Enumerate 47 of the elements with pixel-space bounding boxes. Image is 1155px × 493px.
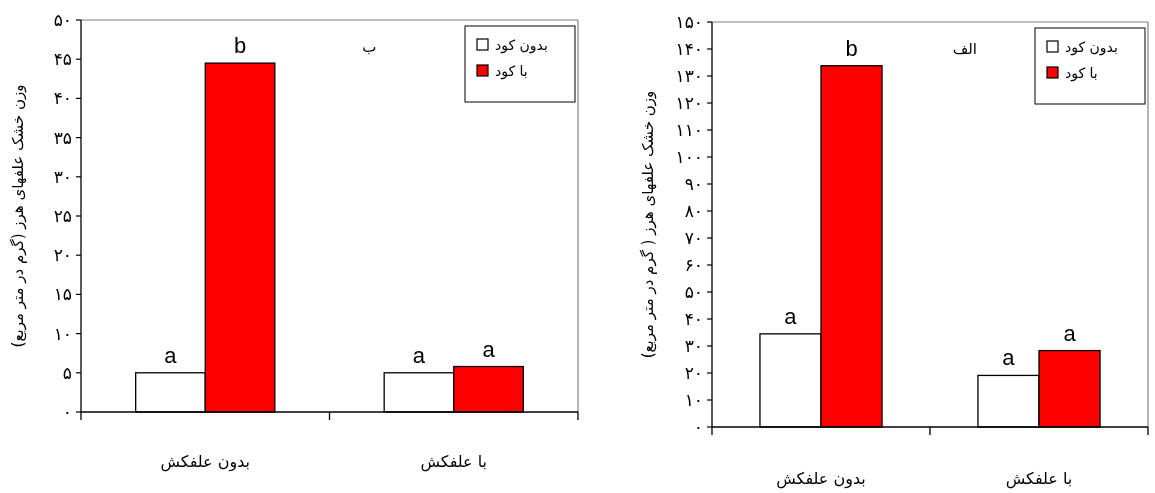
- data-label: a: [164, 342, 178, 368]
- y-tick-label: ۱۳۰: [675, 66, 703, 86]
- data-label: a: [1063, 320, 1077, 346]
- y-tick-label: ۲۰: [53, 245, 72, 266]
- y-tick-label: ۳۵: [53, 127, 72, 148]
- y-tick-label: ۰: [62, 402, 72, 422]
- y-tick-label: ۱۲۰: [675, 93, 703, 113]
- y-tick-label: ۲۰: [684, 363, 703, 383]
- y-tick-label: ۵: [62, 362, 72, 383]
- y-tick-label: ۴۰: [53, 88, 72, 109]
- y-tick-label: ۳۰: [684, 336, 703, 356]
- y-tick-label: ۴۰: [684, 309, 703, 329]
- y-tick-label: ۳۰: [53, 166, 72, 187]
- legend-label: بدون کود: [495, 37, 548, 54]
- y-axis-title: وزن خشک علفهای هرز ( گرم در متر مربع): [638, 90, 657, 359]
- y-tick-label: ۱۵۰: [675, 12, 703, 32]
- x-tick-label: با علفکش: [420, 452, 488, 472]
- y-tick-label: ۱۴۰: [675, 39, 703, 59]
- legend-label: با کود: [1065, 65, 1098, 82]
- y-tick-label: ۱۰۰: [675, 147, 703, 167]
- x-tick-label: بدون علفکش: [776, 469, 866, 489]
- data-label: a: [482, 336, 496, 362]
- y-tick-label: ۹۰: [684, 174, 703, 194]
- data-label: a: [1002, 345, 1016, 371]
- x-tick-label: با علفکش: [1005, 469, 1073, 489]
- y-tick-label: ۵۰: [53, 10, 72, 30]
- y-tick-label: ۴۵: [53, 49, 72, 70]
- legend-label: بدون کود: [1065, 39, 1118, 56]
- y-tick-label: ۵۰: [684, 282, 703, 302]
- x-tick-label: بدون علفکش: [160, 452, 251, 472]
- y-tick-label: ۷۰: [684, 228, 703, 248]
- y-tick-label: ۲۵: [53, 206, 72, 226]
- y-tick-label: ۱۵: [53, 284, 72, 305]
- y-tick-label: ۶۰: [684, 255, 703, 275]
- text: ب: [362, 38, 377, 56]
- y-tick-label: ۸۰: [684, 201, 703, 221]
- text: الف: [952, 40, 978, 58]
- y-axis-title: وزن خشک علفهای هرز (گرم در متر مربع): [8, 84, 27, 348]
- y-tick-label: ۱۰: [684, 390, 703, 410]
- y-tick-label: ۱۱۰: [675, 120, 703, 140]
- data-label: a: [412, 342, 426, 368]
- y-tick-label: ۱۰: [53, 323, 72, 344]
- data-label: b: [845, 35, 858, 61]
- legend-label: با کود: [495, 63, 528, 80]
- data-label: b: [233, 33, 247, 59]
- y-tick-label: ۰: [693, 417, 703, 437]
- data-label: a: [784, 303, 798, 329]
